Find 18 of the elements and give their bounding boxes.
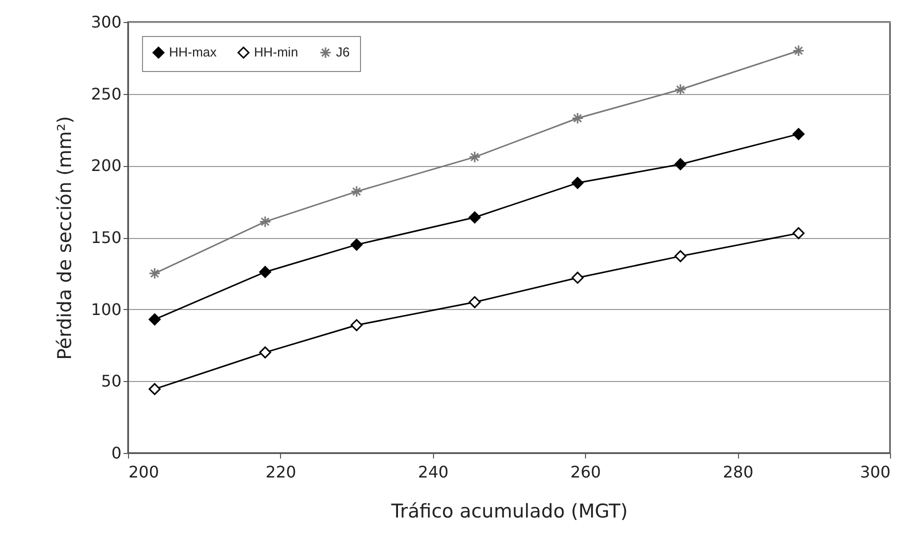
y-tick-label: 250	[90, 84, 122, 104]
y-tick-label: 0	[111, 444, 122, 462]
x-tick-label: 220	[266, 462, 296, 482]
x-tick-label: 280	[722, 462, 754, 482]
legend-label: HH-min	[254, 44, 298, 60]
x-axis-title: Tráfico acumulado (MGT)	[390, 500, 628, 522]
y-tick-label: 50	[101, 372, 122, 391]
y-tick-label: 300	[90, 12, 122, 32]
y-axis-title: Pérdida de sección (mm²)	[54, 116, 76, 360]
x-tick-label: 260	[570, 462, 601, 482]
y-tick-label: 150	[90, 228, 122, 247]
x-tick-label: 200	[128, 462, 160, 482]
x-tick-label: 240	[418, 462, 449, 482]
y-tick-label: 100	[90, 300, 122, 319]
y-tick-label: 200	[90, 156, 122, 176]
x-tick-label: 300	[860, 462, 890, 482]
legend-label: J6	[336, 44, 350, 60]
legend-label: HH-max	[169, 44, 218, 60]
